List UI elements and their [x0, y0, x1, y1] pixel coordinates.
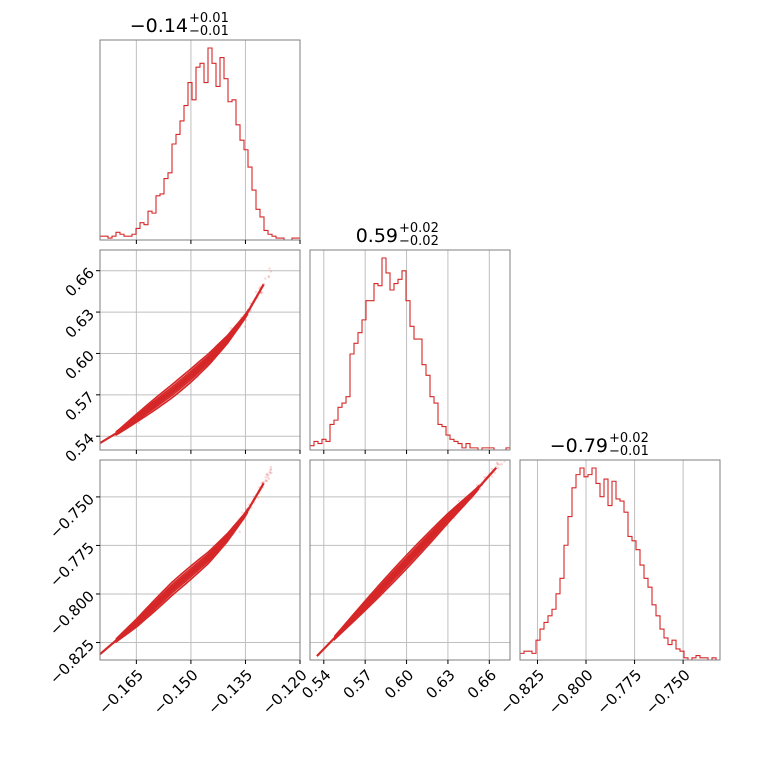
frame-layer	[96, 39, 721, 664]
sample-point	[268, 267, 271, 270]
sample-point	[475, 484, 478, 487]
pair-panel-2	[100, 465, 273, 656]
histogram-frame-3	[519, 459, 721, 661]
x-tick-label: 0.66	[464, 666, 500, 702]
param-title-lower: −0.02	[399, 234, 439, 249]
sample-point	[249, 302, 252, 305]
sample-point	[269, 468, 272, 471]
y-tick-label: 0.63	[62, 305, 98, 341]
grid-layer	[100, 40, 684, 660]
sample-point	[264, 476, 267, 479]
histogram-frame-2	[309, 249, 511, 451]
sample-point	[503, 457, 505, 459]
x-tick-label: −0.165	[95, 666, 147, 718]
sample-point	[265, 472, 269, 476]
sample-point	[254, 290, 258, 294]
sample-point	[269, 468, 272, 472]
sample-point	[496, 463, 500, 466]
sample-point	[490, 475, 494, 478]
sample-point	[268, 471, 272, 475]
param-title-value: −0.14	[130, 15, 188, 37]
sample-point	[457, 499, 461, 502]
y-tick-label: −0.750	[46, 490, 98, 542]
sample-point	[267, 477, 271, 481]
sample-point	[267, 276, 270, 279]
sample-point	[503, 460, 506, 463]
sample-point	[504, 452, 506, 454]
pair-panel-3	[316, 452, 506, 657]
sample-point	[495, 461, 499, 464]
x-tick-label: −0.800	[545, 666, 597, 718]
histogram-step-3	[520, 467, 720, 660]
x-tick-label: −0.825	[496, 666, 548, 718]
sample-point	[238, 530, 241, 534]
sample-point	[269, 270, 273, 273]
sample-point	[261, 481, 265, 484]
param-title-upper: +0.01	[189, 11, 229, 26]
sample-point	[498, 463, 501, 466]
param-title-lower: −0.01	[609, 444, 649, 459]
x-tick-label: 0.57	[340, 666, 376, 702]
x-tick-label: −0.750	[642, 666, 694, 718]
sample-point	[244, 318, 248, 322]
sample-point	[496, 462, 499, 465]
pair-panel-1	[100, 267, 273, 445]
pair-frame-1	[99, 249, 301, 451]
sample-point	[243, 325, 247, 328]
density-ridge	[100, 482, 265, 656]
param-title-value: −0.79	[550, 435, 608, 457]
x-tick-label: −0.135	[204, 666, 256, 718]
sample-point	[265, 473, 269, 477]
param-title-lower: −0.01	[189, 24, 229, 39]
sample-point	[137, 421, 140, 425]
sample-point	[241, 511, 244, 514]
param-title-upper: +0.02	[399, 221, 439, 236]
sample-point	[264, 479, 268, 482]
density-ridge	[100, 283, 265, 445]
density-ridge	[316, 467, 498, 657]
y-tick-label: −0.800	[46, 587, 98, 639]
y-tick-label: 0.57	[62, 388, 98, 424]
param-title-value: 0.59	[356, 225, 398, 247]
histogram-step-2	[310, 257, 510, 450]
x-tick-label: 0.63	[422, 666, 458, 702]
x-tick-label: 0.54	[298, 666, 334, 702]
sample-point	[264, 277, 267, 280]
y-tick-label: −0.825	[46, 636, 98, 688]
sample-point	[264, 479, 267, 483]
sample-point	[268, 470, 271, 474]
y-tick-label: 0.60	[62, 347, 98, 383]
sample-point	[267, 274, 270, 278]
x-tick-label: 0.60	[381, 666, 417, 702]
param-title-upper: +0.02	[609, 431, 649, 446]
pair-frame-2	[99, 459, 301, 661]
y-tick-label: −0.775	[46, 539, 98, 591]
x-tick-label: −0.775	[593, 666, 645, 718]
sample-point	[490, 467, 494, 471]
sample-point	[483, 475, 486, 479]
sample-point	[497, 467, 500, 470]
sample-point	[266, 476, 269, 479]
pair-frame-3	[309, 459, 511, 661]
sample-point	[267, 473, 270, 477]
sample-point	[500, 463, 504, 466]
sample-point	[265, 480, 269, 483]
data-layer	[100, 47, 720, 660]
histogram-frame-1	[99, 39, 301, 241]
sample-point	[269, 465, 273, 469]
x-tick-label: −0.150	[150, 666, 202, 718]
histogram-step-1	[100, 47, 300, 240]
sample-point	[260, 291, 264, 294]
sample-point	[270, 471, 273, 474]
sample-point	[493, 471, 496, 474]
y-tick-label: 0.54	[62, 429, 98, 465]
sample-point	[229, 326, 232, 330]
sample-point	[262, 481, 266, 484]
y-tick-label: 0.66	[62, 264, 98, 300]
sample-point	[256, 496, 260, 499]
